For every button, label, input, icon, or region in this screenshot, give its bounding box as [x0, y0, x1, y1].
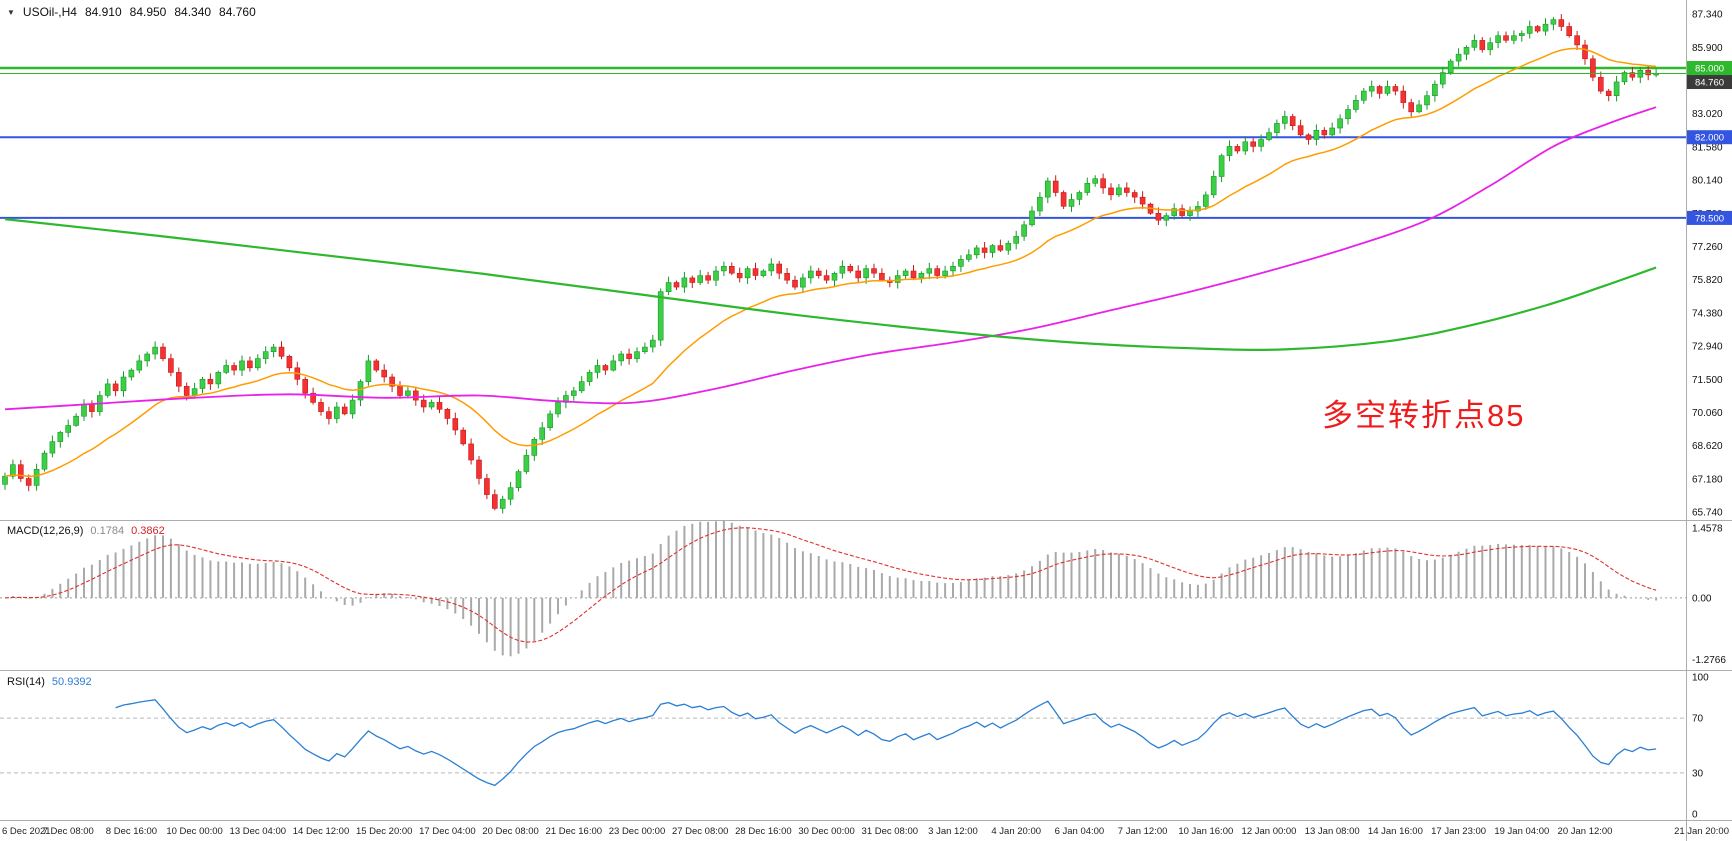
svg-text:23 Dec 00:00: 23 Dec 00:00: [609, 826, 666, 837]
svg-text:0: 0: [1692, 810, 1698, 821]
svg-text:27 Dec 08:00: 27 Dec 08:00: [672, 826, 729, 837]
rsi-name: RSI(14): [7, 676, 45, 688]
price-tag: 78.500: [1687, 210, 1732, 225]
svg-text:71.500: 71.500: [1692, 375, 1723, 386]
ohlc-open-value: 84.910: [84, 5, 122, 19]
svg-text:78.500: 78.500: [1695, 213, 1724, 224]
svg-text:72.940: 72.940: [1692, 342, 1723, 353]
macd-axis[interactable]: 1.4578 0.00 -1.2766: [1692, 523, 1726, 665]
svg-text:85.900: 85.900: [1692, 43, 1723, 54]
svg-text:15 Dec 20:00: 15 Dec 20:00: [356, 826, 413, 837]
svg-text:30: 30: [1692, 768, 1704, 779]
rsi-axis[interactable]: 100 70 30 0: [1692, 673, 1709, 821]
macd-name: MACD(12,26,9): [7, 525, 84, 537]
svg-text:0.00: 0.00: [1692, 593, 1712, 604]
svg-text:75.820: 75.820: [1692, 275, 1723, 286]
svg-text:68.620: 68.620: [1692, 441, 1723, 452]
svg-text:28 Dec 16:00: 28 Dec 16:00: [735, 826, 792, 837]
svg-text:7 Jan 12:00: 7 Jan 12:00: [1118, 826, 1168, 837]
ohlc-high-value: 84.950: [129, 5, 167, 19]
svg-text:-1.2766: -1.2766: [1692, 655, 1726, 666]
svg-text:65.740: 65.740: [1692, 508, 1723, 519]
macd-indicator-label: MACD(12,26,9) 0.1784 0.3862: [7, 525, 165, 537]
svg-text:21 Dec 16:00: 21 Dec 16:00: [546, 826, 603, 837]
price-tag: 84.760: [1687, 75, 1732, 90]
price-tag: 82.000: [1687, 130, 1732, 145]
svg-text:19 Jan 04:00: 19 Jan 04:00: [1494, 826, 1549, 837]
svg-text:20 Dec 08:00: 20 Dec 08:00: [482, 826, 539, 837]
ma-fast-line: [4, 47, 1657, 478]
svg-text:17 Dec 04:00: 17 Dec 04:00: [419, 826, 476, 837]
svg-text:20 Jan 12:00: 20 Jan 12:00: [1558, 826, 1613, 837]
svg-text:67.180: 67.180: [1692, 474, 1723, 485]
svg-text:82.000: 82.000: [1695, 133, 1724, 144]
chart-header: ▼ USOil-,H4 84.910 84.950 84.340 84.760: [7, 5, 256, 19]
symbol-period-label: USOil-,H4: [22, 5, 77, 19]
svg-text:70.060: 70.060: [1692, 408, 1723, 419]
svg-text:13 Dec 04:00: 13 Dec 04:00: [230, 826, 287, 837]
svg-text:13 Jan 08:00: 13 Jan 08:00: [1305, 826, 1360, 837]
svg-text:14 Dec 12:00: 14 Dec 12:00: [293, 826, 350, 837]
svg-text:30 Dec 00:00: 30 Dec 00:00: [798, 826, 855, 837]
macd-histogram: [11, 521, 1658, 657]
price-tag: 85.000: [1687, 61, 1732, 76]
ohlc-low-value: 84.340: [174, 5, 212, 19]
candles: [2, 14, 1659, 514]
rsi-indicator-label: RSI(14) 50.9392: [7, 676, 92, 688]
svg-text:31 Dec 08:00: 31 Dec 08:00: [862, 826, 919, 837]
horizontal-lines[interactable]: [0, 66, 1686, 219]
ma-mid-line: [4, 106, 1657, 411]
svg-text:100: 100: [1692, 673, 1709, 684]
svg-text:87.340: 87.340: [1692, 10, 1723, 21]
svg-text:74.380: 74.380: [1692, 308, 1723, 319]
svg-text:80.140: 80.140: [1692, 176, 1723, 187]
annotation-text[interactable]: 多空转折点85: [1322, 398, 1526, 433]
svg-text:4 Jan 20:00: 4 Jan 20:00: [991, 826, 1041, 837]
rsi-value: 50.9392: [51, 676, 92, 688]
svg-text:70: 70: [1692, 714, 1704, 725]
svg-text:7 Dec 08:00: 7 Dec 08:00: [43, 826, 94, 837]
svg-text:6 Dec 2021: 6 Dec 2021: [2, 826, 51, 837]
macd-main-value: 0.1784: [90, 525, 125, 537]
svg-text:10 Jan 16:00: 10 Jan 16:00: [1178, 826, 1233, 837]
ohlc-close-value: 84.760: [219, 5, 256, 19]
svg-text:77.260: 77.260: [1692, 242, 1723, 253]
ma-slow-line: [4, 218, 1657, 351]
svg-text:83.020: 83.020: [1692, 109, 1723, 120]
macd-signal-value: 0.3862: [131, 525, 165, 537]
svg-text:3 Jan 12:00: 3 Jan 12:00: [928, 826, 978, 837]
svg-text:17 Jan 23:00: 17 Jan 23:00: [1431, 826, 1486, 837]
svg-text:81.580: 81.580: [1692, 142, 1723, 153]
rsi-line: [115, 699, 1657, 787]
svg-text:10 Dec 00:00: 10 Dec 00:00: [166, 826, 223, 837]
svg-text:84.760: 84.760: [1695, 78, 1724, 89]
symbol-dropdown-icon[interactable]: ▼: [7, 7, 15, 17]
svg-text:85.000: 85.000: [1695, 64, 1724, 75]
svg-text:21 Jan 20:00: 21 Jan 20:00: [1674, 826, 1729, 837]
svg-text:14 Jan 16:00: 14 Jan 16:00: [1368, 826, 1423, 837]
svg-text:6 Jan 04:00: 6 Jan 04:00: [1055, 826, 1105, 837]
svg-text:8 Dec 16:00: 8 Dec 16:00: [106, 826, 157, 837]
macd-signal-line: [4, 527, 1657, 643]
svg-text:12 Jan 00:00: 12 Jan 00:00: [1242, 826, 1297, 837]
svg-text:1.4578: 1.4578: [1692, 523, 1723, 534]
